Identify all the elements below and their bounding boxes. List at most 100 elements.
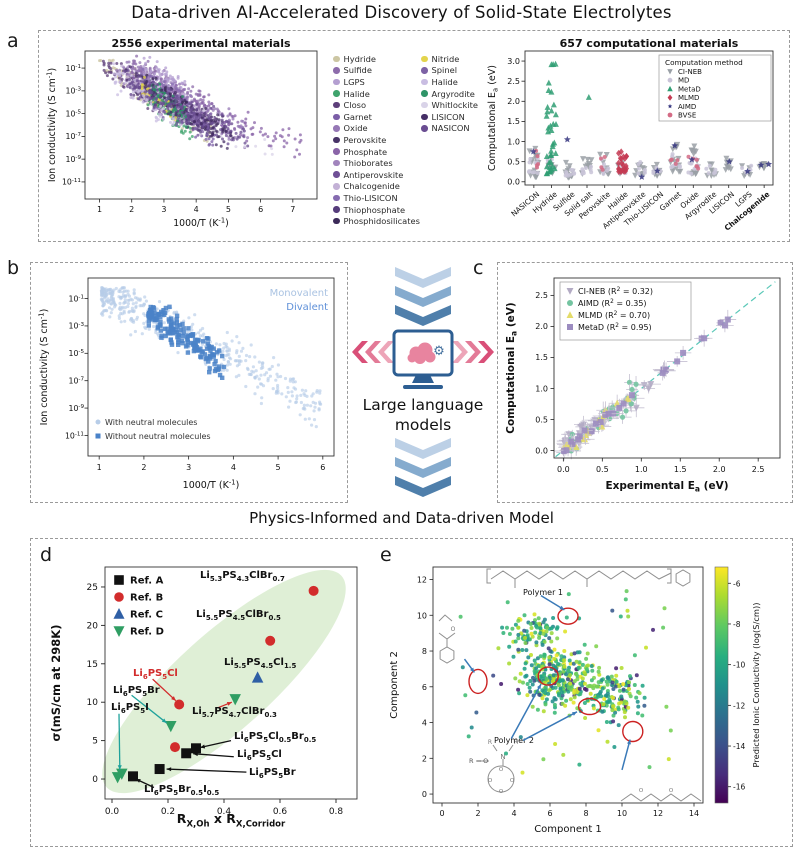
legend-label: Chalcogenide (343, 181, 400, 192)
svg-text:0: 0 (92, 775, 98, 785)
parity-points (554, 309, 737, 461)
svg-text:4: 4 (231, 463, 236, 472)
svg-text:1.0: 1.0 (635, 465, 648, 474)
svg-text:5: 5 (226, 205, 231, 214)
svg-text:8: 8 (583, 809, 588, 818)
legend-item: Spinel (421, 65, 478, 77)
chevron-right-icon (452, 341, 468, 363)
e-y-axis-label: Component 2 (389, 651, 400, 719)
r-group-label: R = O (469, 757, 488, 765)
svg-text:O: O (451, 626, 456, 633)
c-x-axis-label: Experimental Ea (eV) (605, 480, 728, 494)
svg-text:15: 15 (87, 660, 98, 670)
legend-item: Phosphate (333, 146, 420, 158)
svg-text:4: 4 (422, 719, 427, 728)
svg-text:10: 10 (617, 809, 627, 818)
panel-de: Ref. A Ref. B Ref. C Ref. D 0.0 0.2 0.4 0.6 0.8 0… (30, 538, 793, 847)
parity-chart: 0.0 0.0 0.5 0.5 1.0 1.0 1.5 1.5 2.0 2.0 2.5 2.5 Expe… (505, 277, 781, 494)
legend-swatch (421, 55, 428, 63)
legend-item: Argyrodite (421, 88, 478, 100)
svg-text:0.5: 0.5 (535, 415, 548, 424)
panel-b-letter: b (7, 257, 20, 279)
svg-text:R: R (514, 739, 518, 746)
svg-text:O: O (499, 789, 504, 795)
svg-text:10-9: 10-9 (69, 404, 85, 413)
svg-text:0.8: 0.8 (329, 807, 344, 817)
svg-text:O: O (499, 767, 504, 773)
svg-text:2: 2 (422, 754, 427, 763)
svg-text:10-11: 10-11 (62, 178, 81, 187)
formula-annotation: Li6PS5I (111, 702, 149, 715)
polymer-map-points (458, 589, 673, 775)
svg-text:MetaD: MetaD (678, 85, 701, 93)
svg-text:2: 2 (129, 205, 134, 214)
svg-text:10-1: 10-1 (69, 294, 85, 303)
c-y-axis-label: Computational Ea (eV) (505, 302, 519, 433)
legend-label: Halide (343, 88, 370, 99)
legend-label: LGPS (343, 76, 365, 87)
chevron-down-icon (395, 476, 451, 497)
highlight-ellipse (622, 720, 644, 743)
svg-text:1.5: 1.5 (674, 465, 687, 474)
svg-text:14: 14 (689, 809, 699, 818)
chemical-structures (438, 568, 702, 802)
legend-label: NASICON (431, 123, 470, 134)
chevron-left-icon (378, 341, 394, 363)
svg-text:O: O (488, 778, 493, 784)
legend-label: Perovskite (343, 134, 387, 145)
legend-swatch (333, 113, 340, 121)
svg-text:0.0: 0.0 (557, 465, 570, 474)
svg-text:2.0: 2.0 (713, 465, 726, 474)
svg-text:Ref. C: Ref. C (130, 610, 163, 621)
svg-text:8: 8 (422, 647, 427, 656)
svg-text:10-7: 10-7 (66, 132, 82, 141)
llm-arrows-and-computer-icon: ⚙ (352, 267, 494, 497)
legend-swatch (421, 101, 428, 109)
e-x-axis-label: Component 1 (534, 824, 602, 835)
svg-text:-16: -16 (733, 783, 745, 792)
svg-text:0.2: 0.2 (161, 807, 175, 817)
formula-annotation: Li5.5PS4.5Cl1.5 (224, 657, 297, 670)
legend-swatch (333, 55, 340, 63)
computational-chart-title: 657 computational materials (559, 37, 739, 50)
legend-label: Oxide (343, 123, 368, 134)
colorbar (714, 566, 729, 804)
svg-text:-12: -12 (733, 701, 745, 710)
svg-text:6: 6 (320, 463, 325, 472)
svg-text:12: 12 (417, 576, 427, 585)
svg-text:Without neutral molecules: Without neutral molecules (105, 432, 211, 441)
legend-swatch (421, 125, 428, 132)
legend-swatch (333, 171, 340, 178)
legend-item: Thioborates (333, 157, 420, 169)
chevron-down-icon (395, 438, 451, 459)
legend-label: Thiophosphate (343, 204, 406, 215)
brain-icon (407, 353, 417, 363)
monovalent-points (99, 286, 323, 429)
svg-text:O: O (510, 778, 515, 784)
model-section-title: Physics-Informed and Data-driven Model (249, 509, 554, 527)
experimental-y-axis-label: Ion conductivity (S cm-1) (45, 68, 58, 182)
legend-label: Phosphidosilicates (343, 216, 420, 227)
legend-label: Halide (431, 76, 458, 87)
formula-annotation: Li6PS5Br (249, 767, 296, 780)
legend-item: Hydride (333, 53, 420, 65)
monitor-stand (412, 375, 434, 383)
highlight-ellipse (537, 666, 559, 686)
svg-text:AIMD: AIMD (678, 103, 696, 111)
experimental-scatter-points (98, 54, 303, 159)
legend-item: Closo (333, 99, 420, 111)
computational-materials-chart: 0.00.51.01.52.02.53.0NASICONHydrideSulfi… (487, 50, 774, 233)
svg-text:AIMD (R2 = 0.35): AIMD (R2 = 0.35) (578, 299, 647, 308)
svg-text:O: O (669, 788, 674, 794)
legend-item: Phosphidosilicates (333, 215, 420, 227)
svg-text:O: O (639, 788, 644, 794)
panel-c: 0.0 0.0 0.5 0.5 1.0 1.0 1.5 1.5 2.0 2.0 2.5 2.5 Expe… (497, 262, 793, 503)
svg-text:2: 2 (141, 463, 146, 472)
highlight-ellipse (557, 607, 579, 625)
legend-item: Nitride (421, 53, 478, 65)
svg-text:CI-NEB (R2 = 0.32): CI-NEB (R2 = 0.32) (578, 287, 653, 296)
svg-text:R: R (488, 739, 492, 746)
formula-annotation: Li6PS5Br (113, 685, 160, 698)
